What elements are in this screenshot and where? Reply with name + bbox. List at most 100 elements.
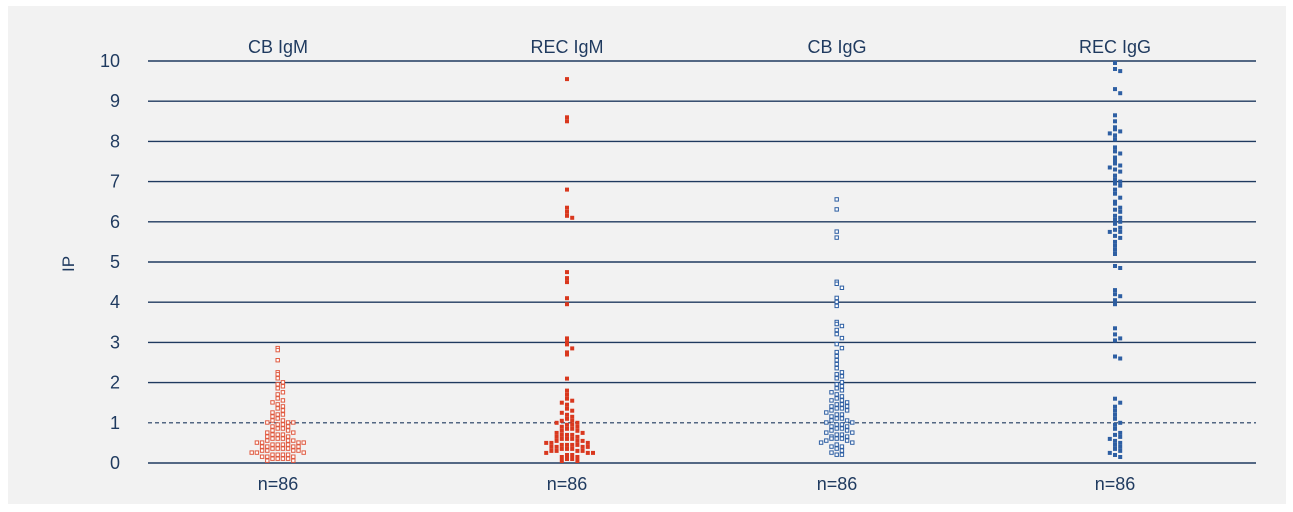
point-2-6: [839, 285, 845, 291]
point-1-54: [575, 438, 580, 443]
point-2-44: [839, 406, 845, 411]
point-2-49: [839, 412, 845, 417]
point-0-83: [285, 456, 291, 461]
point-1-1: [565, 115, 569, 120]
point-2-20: [834, 358, 839, 363]
point-1-2: [565, 119, 569, 124]
point-2-1: [834, 207, 839, 212]
point-3-84: [1118, 440, 1123, 445]
y-tick-label-3: 3: [110, 332, 120, 352]
point-0-67: [291, 448, 296, 453]
point-3-45: [1113, 233, 1117, 238]
point-1-55: [554, 438, 559, 443]
point-3-66: [1113, 404, 1117, 409]
point-1-20: [565, 388, 569, 393]
point-3-21: [1113, 167, 1117, 172]
point-1-66: [549, 444, 554, 449]
point-0-20: [275, 412, 280, 417]
point-3-51: [1113, 264, 1117, 268]
point-3-38: [1113, 217, 1117, 222]
point-1-72: [554, 448, 559, 453]
point-0-21: [280, 412, 286, 417]
point-0-65: [285, 446, 291, 451]
point-3-4: [1118, 91, 1123, 96]
point-0-45: [280, 436, 286, 441]
point-2-54: [844, 418, 850, 423]
point-3-68: [1113, 416, 1117, 421]
point-0-37: [265, 430, 270, 435]
point-2-58: [839, 422, 845, 427]
point-1-21: [565, 392, 569, 397]
point-2-3: [834, 235, 839, 240]
point-3-28: [1113, 187, 1117, 192]
point-0-76: [285, 452, 291, 457]
point-2-65: [824, 430, 829, 435]
point-0-18: [280, 408, 286, 413]
point-1-4: [565, 205, 569, 210]
point-0-51: [296, 440, 301, 445]
point-3-53: [1113, 288, 1117, 293]
point-3-24: [1113, 177, 1117, 182]
point-3-54: [1113, 292, 1117, 297]
point-3-29: [1113, 191, 1117, 196]
point-3-82: [1118, 455, 1123, 459]
point-0-5: [275, 376, 280, 381]
point-1-40: [565, 426, 569, 431]
point-2-62: [839, 426, 845, 431]
point-1-27: [570, 408, 575, 413]
point-0-33: [275, 426, 280, 431]
point-1-85: [575, 459, 580, 463]
point-3-65: [1118, 400, 1123, 405]
point-1-30: [570, 414, 575, 419]
point-1-3: [565, 187, 569, 192]
point-1-59: [544, 440, 549, 445]
point-1-57: [549, 440, 554, 445]
point-1-76: [544, 450, 549, 455]
point-2-82: [839, 448, 845, 453]
point-2-74: [844, 438, 850, 443]
point-0-61: [296, 444, 301, 449]
point-2-26: [834, 376, 839, 381]
n-label-2: n=86: [817, 474, 858, 494]
point-1-37: [570, 422, 575, 427]
point-0-73: [275, 452, 280, 457]
point-0-52: [254, 440, 260, 445]
point-3-67: [1113, 408, 1117, 413]
point-0-28: [291, 420, 296, 425]
point-2-80: [829, 444, 834, 449]
point-1-19: [565, 376, 569, 381]
point-3-33: [1118, 205, 1123, 210]
point-3-16: [1113, 155, 1117, 160]
point-1-36: [565, 422, 569, 427]
point-0-72: [249, 450, 254, 455]
point-3-30: [1118, 195, 1123, 200]
point-3-35: [1118, 209, 1123, 214]
point-0-14: [270, 400, 275, 405]
point-3-74: [1118, 434, 1123, 439]
point-2-68: [839, 432, 845, 437]
point-0-19: [270, 410, 275, 415]
chart-panel: 0 1 2 3 4 5 6 7 8 9 10 CB IgM REC IgM CB IgG REC IgG …: [8, 6, 1286, 504]
point-1-56: [580, 438, 585, 443]
point-3-6: [1113, 119, 1117, 124]
point-1-46: [565, 432, 569, 437]
point-0-32: [285, 424, 291, 429]
point-3-14: [1113, 149, 1117, 154]
point-0-17: [275, 406, 280, 411]
point-3-69: [1118, 420, 1123, 425]
point-0-10: [280, 390, 286, 395]
point-2-79: [839, 444, 845, 449]
category-label-3: REC IgG: [1079, 37, 1151, 57]
point-1-50: [554, 434, 559, 439]
point-1-0: [565, 77, 569, 82]
point-2-60: [844, 424, 850, 429]
point-1-11: [565, 296, 569, 301]
point-2-16: [834, 341, 839, 347]
point-0-54: [275, 442, 280, 447]
point-0-24: [280, 418, 286, 423]
point-2-23: [839, 370, 845, 375]
point-3-23: [1113, 173, 1117, 178]
point-3-11: [1113, 133, 1117, 138]
point-2-73: [829, 436, 834, 441]
point-0-66: [265, 448, 270, 453]
